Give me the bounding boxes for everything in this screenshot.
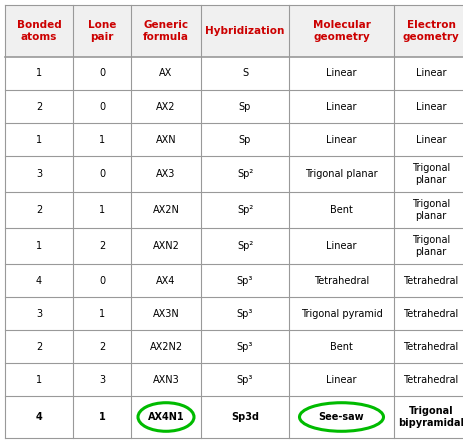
Text: 2: 2 [99, 241, 105, 251]
Text: Linear: Linear [326, 135, 357, 144]
Text: Trigonal
planar: Trigonal planar [412, 235, 450, 257]
Text: 2: 2 [99, 341, 105, 352]
Text: Bonded
atoms: Bonded atoms [17, 20, 62, 42]
Text: Molecular
geometry: Molecular geometry [313, 20, 370, 42]
Text: 0: 0 [99, 275, 105, 285]
Text: Sp³: Sp³ [237, 275, 253, 285]
Text: Trigonal
planar: Trigonal planar [412, 163, 450, 185]
Text: AX3: AX3 [156, 169, 175, 179]
Text: 2: 2 [36, 102, 42, 111]
Text: Linear: Linear [416, 68, 446, 79]
Text: Tetrahedral: Tetrahedral [403, 374, 459, 385]
Text: Linear: Linear [326, 68, 357, 79]
Text: 3: 3 [36, 309, 42, 318]
Text: AX3N: AX3N [153, 309, 179, 318]
Text: Bent: Bent [330, 205, 353, 215]
Text: 4: 4 [36, 275, 42, 285]
Text: See-saw: See-saw [319, 412, 364, 422]
Text: Sp²: Sp² [237, 241, 253, 251]
Text: 1: 1 [36, 241, 42, 251]
Text: Sp³: Sp³ [237, 374, 253, 385]
Text: Sp²: Sp² [237, 205, 253, 215]
Text: 0: 0 [99, 68, 105, 79]
Text: Sp3d: Sp3d [231, 412, 259, 422]
Text: 0: 0 [99, 169, 105, 179]
Text: 1: 1 [99, 205, 105, 215]
Text: 1: 1 [99, 412, 106, 422]
Text: 1: 1 [99, 309, 105, 318]
Text: Generic
formula: Generic formula [143, 20, 189, 42]
Text: Linear: Linear [326, 241, 357, 251]
Text: 1: 1 [36, 374, 42, 385]
Text: Linear: Linear [326, 374, 357, 385]
Text: AX4: AX4 [156, 275, 175, 285]
Text: Trigonal pyramid: Trigonal pyramid [300, 309, 382, 318]
Text: Sp³: Sp³ [237, 341, 253, 352]
Text: Trigonal
planar: Trigonal planar [412, 199, 450, 221]
Text: 1: 1 [36, 135, 42, 144]
Text: Sp: Sp [239, 102, 251, 111]
Text: 1: 1 [36, 68, 42, 79]
Text: Linear: Linear [326, 102, 357, 111]
Text: S: S [242, 68, 248, 79]
Text: AX: AX [159, 68, 173, 79]
Text: 2: 2 [36, 341, 42, 352]
Text: AX2N: AX2N [153, 205, 180, 215]
Text: 3: 3 [99, 374, 105, 385]
Text: Tetrahedral: Tetrahedral [403, 309, 459, 318]
Text: AX2: AX2 [156, 102, 176, 111]
Text: AX2N2: AX2N2 [150, 341, 182, 352]
Text: Electron
geometry: Electron geometry [403, 20, 459, 42]
Text: Linear: Linear [416, 102, 446, 111]
Text: AXN: AXN [156, 135, 176, 144]
Text: Tetrahedral: Tetrahedral [403, 341, 459, 352]
Text: Linear: Linear [416, 135, 446, 144]
Text: 2: 2 [36, 205, 42, 215]
Text: Hybridization: Hybridization [205, 26, 285, 36]
Text: Lone
pair: Lone pair [88, 20, 116, 42]
Text: Tetrahedral: Tetrahedral [403, 275, 459, 285]
Bar [5, 5, 463, 57]
Text: Bent: Bent [330, 341, 353, 352]
Text: AXN3: AXN3 [153, 374, 179, 385]
Text: AX4N1: AX4N1 [148, 412, 184, 422]
Text: Trigonal planar: Trigonal planar [305, 169, 378, 179]
Text: 3: 3 [36, 169, 42, 179]
Text: Tetrahedral: Tetrahedral [314, 275, 369, 285]
Text: Sp: Sp [239, 135, 251, 144]
Text: 4: 4 [36, 412, 43, 422]
Text: 0: 0 [99, 102, 105, 111]
Text: Trigonal
bipyramidal: Trigonal bipyramidal [398, 406, 463, 428]
Text: Sp³: Sp³ [237, 309, 253, 318]
Text: 1: 1 [99, 135, 105, 144]
Text: Sp²: Sp² [237, 169, 253, 179]
Text: AXN2: AXN2 [153, 241, 180, 251]
